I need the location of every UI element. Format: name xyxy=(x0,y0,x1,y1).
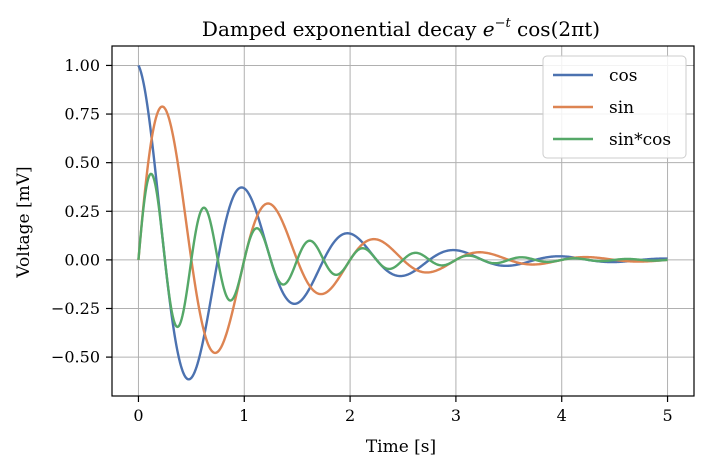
y-tick-label: −0.50 xyxy=(51,348,100,367)
x-tick-label: 3 xyxy=(451,406,461,425)
x-tick-label: 2 xyxy=(345,406,355,425)
legend-label: sin*cos xyxy=(609,130,671,150)
legend-box xyxy=(542,55,687,159)
y-tick-label: 0.25 xyxy=(64,202,100,221)
chart-title: Damped exponential decay e−t cos(2πt) xyxy=(202,16,600,41)
plot-frame xyxy=(111,45,695,397)
x-tick-label: 4 xyxy=(557,406,567,425)
x-tick-label: 0 xyxy=(133,406,143,425)
legend-label: sin xyxy=(609,98,634,118)
y-tick-label: 0.75 xyxy=(64,105,100,124)
legend-label: cos xyxy=(609,66,637,86)
y-axis-label: Voltage [mV] xyxy=(14,166,34,278)
legend: cos sin sin*cos xyxy=(542,55,687,159)
series-lines xyxy=(137,64,668,381)
y-tick-label: 0.50 xyxy=(64,153,100,172)
y-tick-label: −0.25 xyxy=(51,299,100,318)
ticks: 0 1 2 3 4 5 −0.50 −0.25 0.00 0.25 0.50 0.75 1.00 xyxy=(51,56,673,425)
x-tick-label: 1 xyxy=(239,406,249,425)
series-line-sin-cos xyxy=(137,172,668,329)
y-tick-label: 0.00 xyxy=(64,250,100,269)
y-tick-label: 1.00 xyxy=(64,56,100,75)
x-axis-label: Time [s] xyxy=(366,437,436,457)
x-tick-label: 5 xyxy=(662,406,672,425)
